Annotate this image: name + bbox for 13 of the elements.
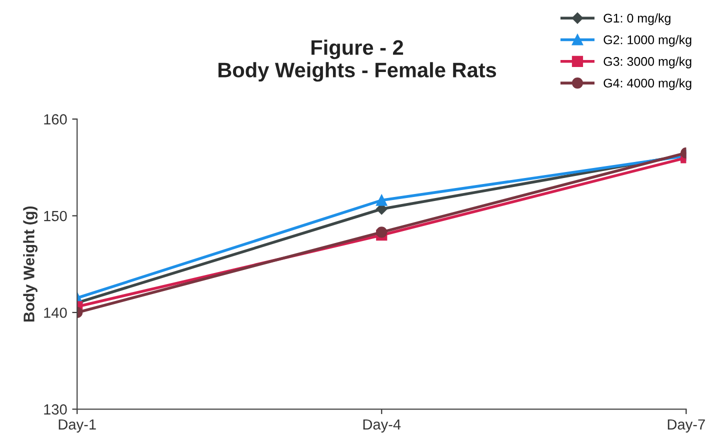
y-tick-label: 130 bbox=[44, 404, 67, 415]
legend-label: G4: 4000 mg/kg bbox=[604, 78, 692, 90]
x-tick-label: Day-4 bbox=[363, 419, 401, 432]
y-axis-title: Body Weight (g) bbox=[23, 206, 38, 322]
legend-label: G3: 3000 mg/kg bbox=[604, 56, 692, 68]
legend-label: G1: 0 mg/kg bbox=[604, 13, 670, 26]
y-tick-label: 160 bbox=[44, 114, 67, 125]
y-tick-label: 150 bbox=[44, 210, 67, 222]
legend-label: G2: 1000 mg/kg bbox=[604, 35, 692, 47]
chart-title: Figure - 2 Body Weights - Female Rats bbox=[218, 40, 496, 82]
x-tick-label: Day-7 bbox=[668, 419, 705, 432]
x-tick-label: Day-1 bbox=[58, 419, 96, 432]
y-tick-label: 140 bbox=[44, 308, 67, 318]
